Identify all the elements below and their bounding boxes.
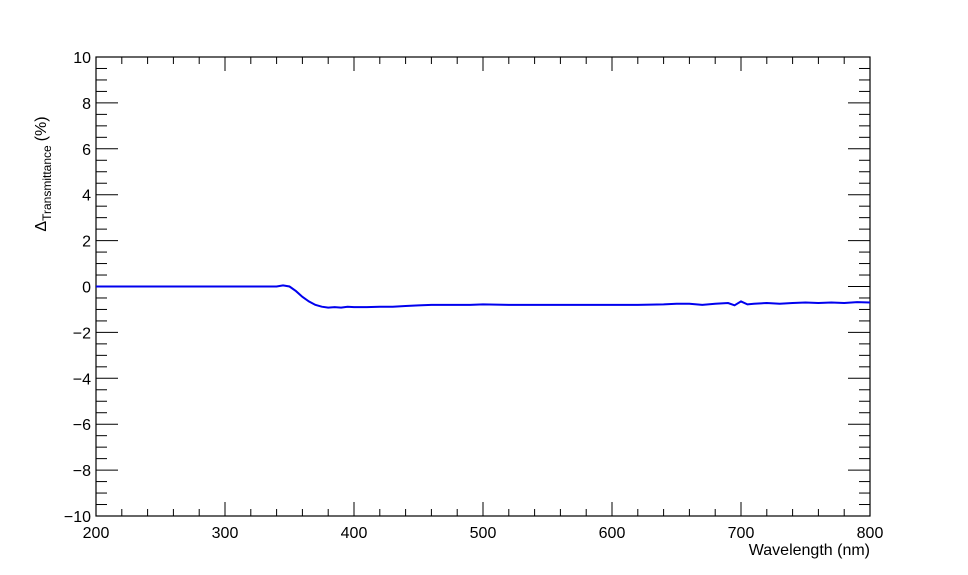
- series-line: [96, 284, 871, 309]
- y-tick-label: −6: [73, 417, 91, 434]
- tick-marks: [95, 56, 871, 517]
- y-tick-label: 10: [73, 50, 91, 67]
- y-tick-label: 4: [82, 188, 91, 205]
- x-tick-label: 800: [857, 525, 884, 542]
- y-tick-labels: −10 −8 −6 −4 −2 0 2 4 6 8 10: [64, 50, 91, 526]
- y-axis-title-main: Δ: [33, 221, 50, 232]
- x-tick-label: 200: [83, 525, 110, 542]
- y-tick-label: 0: [82, 280, 91, 297]
- x-tick-label: 400: [341, 525, 368, 542]
- y-tick-label: −4: [73, 371, 91, 388]
- y-axis-title-unit: (%): [33, 116, 50, 141]
- x-tick-label: 500: [470, 525, 497, 542]
- y-tick-label: −2: [73, 325, 91, 342]
- y-tick-label: −8: [73, 463, 91, 480]
- y-tick-label: 6: [82, 142, 91, 159]
- y-axis-title-sub: Transmittance: [40, 145, 54, 221]
- y-tick-label: −10: [64, 509, 91, 526]
- x-axis-title: Wavelength (nm): [749, 542, 870, 559]
- x-tick-label: 300: [212, 525, 239, 542]
- x-tick-labels: 200 300 400 500 600 700 800: [83, 525, 884, 542]
- y-axis-title: ΔTransmittance (%): [33, 116, 54, 231]
- y-tick-label: 8: [82, 96, 91, 113]
- x-tick-label: 700: [728, 525, 755, 542]
- y-tick-label: 2: [82, 234, 91, 251]
- x-tick-label: 600: [599, 525, 626, 542]
